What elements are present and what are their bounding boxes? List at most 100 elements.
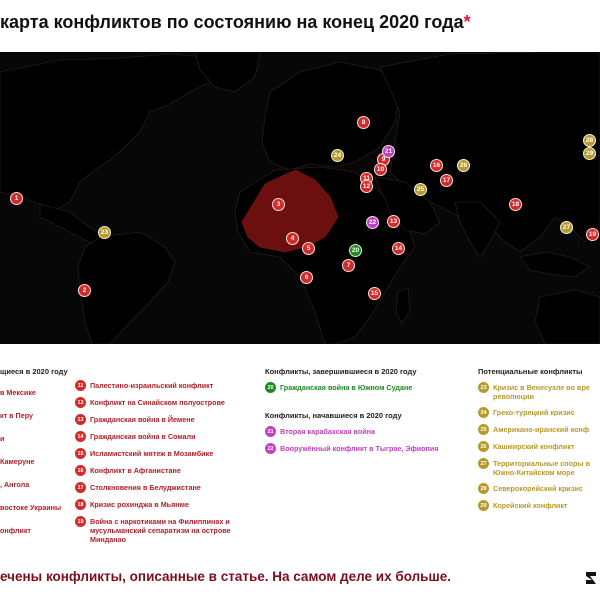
legend-potential-label: Корейский конфликт bbox=[493, 501, 568, 510]
legend-started-item: 22 Вооружённый конфликт в Тыграе, Эфиопия bbox=[265, 443, 470, 454]
legend-started-item: 21 Вторая карабахская война bbox=[265, 426, 470, 437]
legend-active-item: 13 Гражданская война в Йемене bbox=[75, 414, 260, 425]
legend-potential-badge: 24 bbox=[478, 407, 489, 418]
conflict-marker-21[interactable]: 21 bbox=[382, 145, 395, 158]
conflict-marker-25[interactable]: 25 bbox=[414, 183, 427, 196]
legend-active-badge: 17 bbox=[75, 482, 86, 493]
legend-started-label: Вооружённый конфликт в Тыграе, Эфиопия bbox=[280, 444, 439, 453]
world-map: 1 2 3 4 5 6 7 8 9 10 11 12 13 14 15 16 17 18 19 20 21 22 23 24 2… bbox=[0, 52, 600, 344]
landmass-australia bbox=[534, 289, 600, 344]
legend-active-left-label: в Мексике bbox=[0, 388, 36, 397]
legend-active-label: Конфликт в Афганистане bbox=[90, 466, 181, 475]
legend-potential: Потенциальные конфликты 23 Кризис в Венес… bbox=[478, 367, 600, 511]
legend-potential-badge: 29 bbox=[478, 500, 489, 511]
legend-potential-badge: 27 bbox=[478, 458, 489, 469]
conflict-marker-18[interactable]: 18 bbox=[509, 198, 522, 211]
legend-started-badge: 22 bbox=[265, 443, 276, 454]
legend-active-badge: 14 bbox=[75, 431, 86, 442]
legend-potential-item: 28 Северокорейский кризис bbox=[478, 483, 600, 494]
conflict-marker-13[interactable]: 13 bbox=[387, 215, 400, 228]
legend-potential-badge: 28 bbox=[478, 483, 489, 494]
legend-ended-label: Гражданская война в Южном Судане bbox=[280, 383, 413, 392]
landmass-madagascar bbox=[395, 287, 411, 325]
legend-active-badge: 16 bbox=[75, 465, 86, 476]
legend-active-left-label: и bbox=[0, 434, 5, 443]
conflict-marker-10[interactable]: 10 bbox=[374, 163, 387, 176]
legend-active-label: Исламистский мятеж в Мозамбике bbox=[90, 449, 214, 458]
conflict-marker-3[interactable]: 3 bbox=[272, 198, 285, 211]
legend-active-item: 19 Война с наркотиками на Филиппинах и му… bbox=[75, 516, 260, 544]
legend-potential-label: Северокорейский кризис bbox=[493, 484, 583, 493]
conflict-marker-22[interactable]: 22 bbox=[366, 216, 379, 229]
conflict-marker-8[interactable]: 8 bbox=[357, 116, 370, 129]
footnote: ечены конфликты, описанные в статье. На … bbox=[0, 569, 451, 584]
conflict-marker-5[interactable]: 5 bbox=[302, 242, 315, 255]
legend-active-badge: 15 bbox=[75, 448, 86, 459]
legend-potential-label: Греко-турецкий кризис bbox=[493, 408, 575, 417]
conflict-marker-20[interactable]: 20 bbox=[349, 244, 362, 257]
legend-active-left-item: Камеруне bbox=[0, 457, 80, 466]
legend-active-left-label: Камеруне bbox=[0, 457, 35, 466]
map-title: карта конфликтов по состоянию на конец 2… bbox=[0, 12, 600, 33]
legend-started-label: Вторая карабахская война bbox=[280, 427, 375, 436]
legend-active-badge: 13 bbox=[75, 414, 86, 425]
legend-active-left-item: востоке Украины bbox=[0, 503, 80, 512]
legend-active-left-item: , Ангола bbox=[0, 480, 80, 489]
title-text: карта конфликтов по состоянию на конец 2… bbox=[0, 12, 464, 32]
legend-potential-item: 23 Кризис в Венесуэле во вре революции bbox=[478, 382, 600, 401]
conflict-marker-14[interactable]: 14 bbox=[392, 242, 405, 255]
conflict-marker-24[interactable]: 24 bbox=[331, 149, 344, 162]
legend-active-left-label: кт в Перу bbox=[0, 411, 33, 420]
legend-active-left-item: в Мексике bbox=[0, 388, 80, 397]
conflict-marker-17[interactable]: 17 bbox=[440, 174, 453, 187]
conflict-marker-23[interactable]: 23 bbox=[98, 226, 111, 239]
landmass-se-asia-islands bbox=[519, 251, 591, 278]
conflict-marker-4[interactable]: 4 bbox=[286, 232, 299, 245]
highlight-region-sahel bbox=[241, 169, 339, 253]
conflict-marker-1[interactable]: 1 bbox=[10, 192, 23, 205]
landmass-south-america bbox=[77, 231, 176, 344]
legend-potential-badge: 26 bbox=[478, 441, 489, 452]
legend-started-badge: 21 bbox=[265, 426, 276, 437]
legend-active-label: Конфликт на Синайском полуострове bbox=[90, 398, 225, 407]
legend-active-label: Кризис рохинджа в Мьянме bbox=[90, 500, 189, 509]
legend-active-label: Гражданская война в Сомали bbox=[90, 432, 196, 441]
legend-potential-badge: 25 bbox=[478, 424, 489, 435]
conflict-marker-27[interactable]: 27 bbox=[560, 221, 573, 234]
legend-started-heading: Конфликты, начавшиеся в 2020 году bbox=[265, 411, 402, 420]
legend-active-label: Гражданская война в Йемене bbox=[90, 415, 195, 424]
legend-active-item: 15 Исламистский мятеж в Мозамбике bbox=[75, 448, 260, 459]
legend-potential-item: 27 Территориальные споры в Южно-Китайском… bbox=[478, 458, 600, 477]
legend-potential-label: Кризис в Венесуэле во вре революции bbox=[493, 383, 590, 401]
conflict-marker-6[interactable]: 6 bbox=[300, 271, 313, 284]
legend-ended-badge: 20 bbox=[265, 382, 276, 393]
landmass-europe bbox=[261, 61, 401, 171]
conflict-marker-26[interactable]: 26 bbox=[457, 159, 470, 172]
legend-ended-item: 20 Гражданская война в Южном Судане bbox=[265, 382, 470, 393]
legend-ended-heading: Конфликты, завершившиеся в 2020 году bbox=[265, 367, 417, 376]
legend-active-item: 16 Конфликт в Афганистане bbox=[75, 465, 260, 476]
conflict-marker-7[interactable]: 7 bbox=[342, 259, 355, 272]
legend-active-left-item: кт в Перу bbox=[0, 411, 80, 420]
conflict-marker-2[interactable]: 2 bbox=[78, 284, 91, 297]
legend-active-label: Столкновения в Белуджистане bbox=[90, 483, 201, 492]
conflict-marker-12[interactable]: 12 bbox=[360, 180, 373, 193]
conflict-marker-16[interactable]: 16 bbox=[430, 159, 443, 172]
conflict-marker-19[interactable]: 19 bbox=[586, 228, 599, 241]
conflict-marker-28[interactable]: 28 bbox=[583, 134, 596, 147]
legend-active-item: 18 Кризис рохинджа в Мьянме bbox=[75, 499, 260, 510]
title-asterisk: * bbox=[463, 12, 471, 32]
legend-active-left-item: и bbox=[0, 434, 80, 443]
legend-active-right: 11 Палестино-израильский конфликт 12 Конфли… bbox=[75, 374, 260, 544]
legend-active-badge: 11 bbox=[75, 380, 86, 391]
legend-active-label: Палестино-израильский конфликт bbox=[90, 381, 214, 390]
conflict-marker-15[interactable]: 15 bbox=[368, 287, 381, 300]
conflict-marker-29[interactable]: 29 bbox=[583, 147, 596, 160]
legend-active-badge: 18 bbox=[75, 499, 86, 510]
legend-potential-item: 26 Кашмирский конфликт bbox=[478, 441, 600, 452]
landmass-greenland bbox=[194, 52, 261, 93]
legend-potential-label: Кашмирский конфликт bbox=[493, 442, 575, 451]
legend-potential-label: Территориальные споры в Южно-Китайском м… bbox=[493, 459, 590, 477]
legend-active-left: щиеся в 2020 году в Мексике кт в Перу и Кам… bbox=[0, 367, 80, 535]
legend-potential-label: Американо-иранский конф bbox=[493, 425, 590, 434]
